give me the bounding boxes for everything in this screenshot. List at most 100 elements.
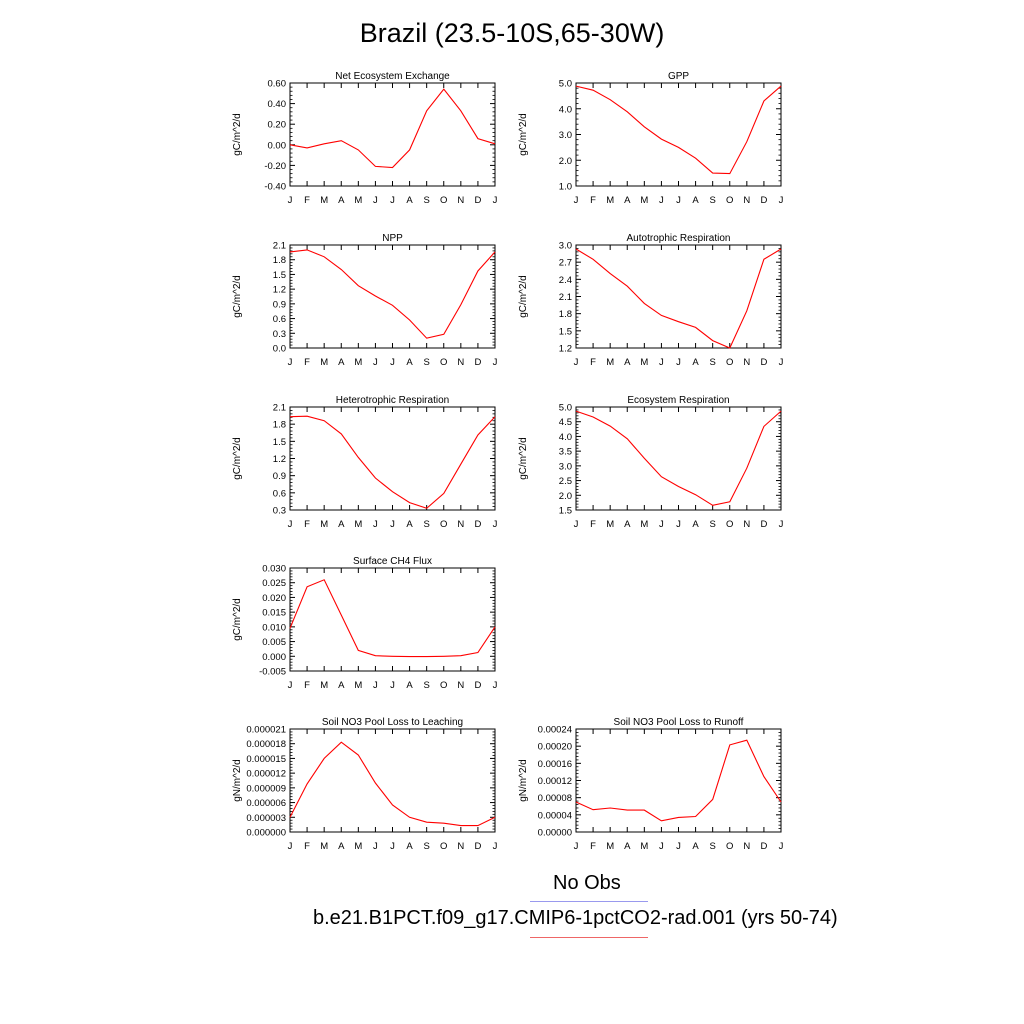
y-tick-label: 0.40 — [268, 99, 287, 110]
x-tick-label: A — [338, 519, 345, 530]
x-tick-label: N — [743, 519, 750, 530]
y-tick-label: 1.2 — [559, 344, 572, 355]
y-tick-label: 0.00016 — [538, 759, 572, 770]
x-tick-label: A — [406, 195, 413, 206]
x-tick-label: A — [406, 357, 413, 368]
x-tick-label: J — [390, 680, 395, 691]
y-tick-label: 2.5 — [559, 476, 572, 487]
x-tick-label: M — [606, 519, 614, 530]
x-tick-label: O — [440, 519, 447, 530]
y-tick-label: 0.6 — [273, 314, 286, 325]
x-tick-label: O — [726, 519, 733, 530]
y-tick-label: 5.0 — [559, 79, 572, 90]
x-tick-label: J — [659, 357, 664, 368]
y-tick-label: 1.2 — [273, 454, 286, 465]
x-tick-label: S — [423, 519, 429, 530]
y-tick-label: 0.3 — [273, 506, 286, 517]
x-tick-label: N — [457, 519, 464, 530]
x-tick-label: M — [606, 841, 614, 852]
y-axis-label: gN/m^2/d — [232, 759, 243, 802]
y-tick-label: 2.1 — [273, 241, 286, 252]
y-tick-label: 0.00012 — [538, 776, 572, 787]
y-tick-label: 0.000003 — [246, 813, 286, 824]
x-tick-label: N — [457, 841, 464, 852]
x-tick-label: F — [590, 841, 596, 852]
x-tick-label: S — [423, 841, 429, 852]
x-tick-label: A — [624, 357, 631, 368]
x-tick-label: J — [390, 195, 395, 206]
y-tick-label: 2.1 — [273, 403, 286, 414]
y-tick-label: 4.5 — [559, 417, 572, 428]
x-tick-label: J — [288, 357, 293, 368]
y-tick-label: 0.000012 — [246, 769, 286, 780]
y-tick-label: 2.7 — [559, 258, 572, 269]
x-tick-label: J — [493, 680, 498, 691]
x-tick-label: J — [574, 519, 579, 530]
y-axis-label: gC/m^2/d — [232, 437, 243, 480]
x-tick-label: N — [743, 195, 750, 206]
y-tick-label: 0.000021 — [246, 725, 286, 736]
y-axis-label: gC/m^2/d — [518, 437, 529, 480]
x-tick-label: J — [659, 195, 664, 206]
x-tick-label: M — [640, 841, 648, 852]
panel-title: Surface CH4 Flux — [353, 556, 432, 567]
x-tick-label: A — [692, 841, 699, 852]
x-tick-label: O — [726, 195, 733, 206]
x-tick-label: M — [606, 357, 614, 368]
x-tick-label: N — [457, 195, 464, 206]
y-tick-label: 0.9 — [273, 299, 286, 310]
y-tick-label: 1.0 — [559, 182, 572, 193]
x-tick-label: A — [406, 680, 413, 691]
x-tick-label: O — [440, 357, 447, 368]
series-line — [289, 88, 496, 169]
y-tick-label: 1.8 — [273, 255, 286, 266]
y-tick-label: 0.000015 — [246, 754, 286, 765]
x-tick-label: N — [743, 357, 750, 368]
y-axis-label: gC/m^2/d — [518, 113, 529, 156]
x-tick-label: J — [493, 841, 498, 852]
plot-frame — [289, 244, 496, 349]
y-tick-label: 0.030 — [262, 564, 286, 575]
x-tick-label: M — [354, 680, 362, 691]
y-tick-label: 0.000018 — [246, 739, 286, 750]
x-tick-label: S — [709, 195, 715, 206]
x-tick-label: M — [354, 519, 362, 530]
x-tick-label: J — [288, 841, 293, 852]
x-tick-label: N — [457, 680, 464, 691]
series-line — [575, 248, 782, 349]
series-line — [575, 85, 782, 175]
y-tick-label: 1.5 — [273, 437, 286, 448]
x-tick-label: F — [304, 680, 310, 691]
y-tick-label: 0.6 — [273, 488, 286, 499]
panel-title: GPP — [668, 71, 689, 82]
x-tick-label: J — [288, 519, 293, 530]
y-tick-label: 5.0 — [559, 403, 572, 414]
x-tick-label: F — [304, 195, 310, 206]
legend-line-obs — [530, 901, 648, 902]
x-tick-label: D — [474, 841, 481, 852]
x-tick-label: D — [760, 519, 767, 530]
x-tick-label: J — [373, 519, 378, 530]
panel-title: Autotrophic Respiration — [627, 233, 731, 244]
x-tick-label: A — [624, 519, 631, 530]
y-tick-label: 0.0 — [273, 344, 286, 355]
x-tick-label: O — [440, 195, 447, 206]
y-tick-label: 1.8 — [559, 309, 572, 320]
x-tick-label: F — [590, 195, 596, 206]
x-tick-label: M — [320, 357, 328, 368]
y-tick-label: 0.00004 — [538, 810, 572, 821]
legend-label-model: b.e21.B1PCT.f09_g17.CMIP6-1pctCO2-rad.00… — [313, 907, 838, 929]
y-tick-label: 1.8 — [273, 420, 286, 431]
legend-line-model — [530, 937, 648, 938]
figure-title: Brazil (23.5-10S,65-30W) — [359, 18, 665, 48]
panel-title: Ecosystem Respiration — [627, 395, 729, 406]
x-tick-label: J — [779, 519, 784, 530]
x-tick-label: A — [692, 357, 699, 368]
y-tick-label: 2.0 — [559, 491, 572, 502]
series-line — [289, 741, 496, 827]
x-tick-label: F — [304, 841, 310, 852]
series-line — [575, 739, 782, 822]
